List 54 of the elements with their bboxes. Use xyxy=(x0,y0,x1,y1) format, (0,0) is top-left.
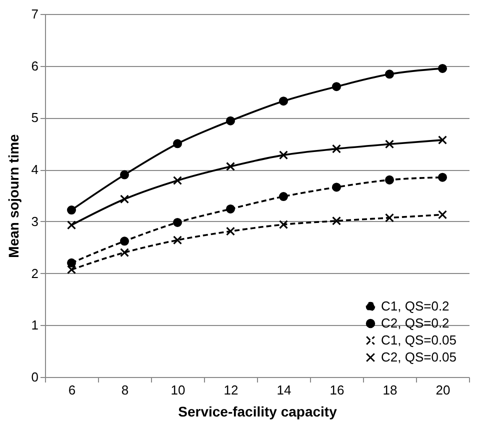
point xyxy=(172,218,182,227)
point xyxy=(172,236,182,245)
point xyxy=(66,265,76,274)
point xyxy=(120,194,130,204)
point xyxy=(172,139,182,148)
point xyxy=(120,248,130,258)
point xyxy=(332,144,342,154)
y-tick-label: 6 xyxy=(31,58,38,74)
point xyxy=(438,64,448,73)
point xyxy=(120,236,130,246)
point xyxy=(278,150,288,160)
point xyxy=(332,182,342,192)
point xyxy=(438,172,448,182)
point xyxy=(332,216,342,226)
point xyxy=(384,140,394,149)
point xyxy=(278,96,288,106)
point xyxy=(384,70,394,79)
point xyxy=(278,220,288,230)
x-axis-title: Service-facility capacity xyxy=(178,404,338,420)
legend-label: C1, QS=0.2 xyxy=(381,298,450,314)
y-tick-label: 7 xyxy=(31,6,38,22)
x-tick-label: 12 xyxy=(224,382,238,398)
y-tick-label: 1 xyxy=(31,318,38,333)
legend-label: C2, QS=0.05 xyxy=(381,350,457,364)
y-tick-label: 5 xyxy=(31,110,38,126)
x-tick-label: 14 xyxy=(276,382,292,398)
legend-label: C2, QS=0.2 xyxy=(381,316,450,330)
x-tick-label: 10 xyxy=(170,382,186,398)
x-tick-label: 6 xyxy=(68,382,76,398)
point xyxy=(384,175,394,184)
y-tick-label: 2 xyxy=(31,266,38,281)
point xyxy=(332,82,342,92)
point xyxy=(384,213,394,222)
point xyxy=(438,210,448,220)
point xyxy=(278,192,288,202)
point xyxy=(120,170,130,180)
point xyxy=(66,220,76,230)
y-tick-label: 4 xyxy=(31,162,38,178)
x-tick-label: 18 xyxy=(382,382,398,398)
y-tick-label: 0 xyxy=(31,370,38,384)
point xyxy=(438,136,448,145)
point xyxy=(226,226,236,236)
x-tick-label: 8 xyxy=(121,382,129,398)
point xyxy=(226,116,236,126)
x-tick-label: 20 xyxy=(436,382,450,398)
point xyxy=(226,204,236,214)
point xyxy=(172,176,182,185)
point xyxy=(66,258,76,268)
point xyxy=(66,206,76,215)
point xyxy=(226,162,236,171)
y-axis-title: Mean sojourn time xyxy=(5,134,22,258)
y-tick-label: 3 xyxy=(31,214,38,229)
x-tick-label: 16 xyxy=(330,382,344,398)
legend-label: C1, QS=0.05 xyxy=(381,332,457,348)
